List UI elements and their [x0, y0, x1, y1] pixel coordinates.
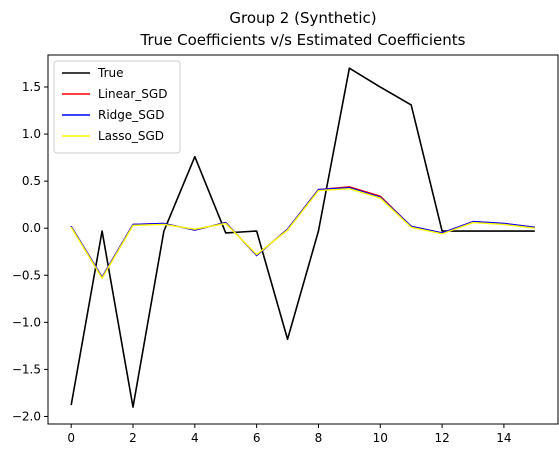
x-tick-label: 6 — [253, 431, 261, 445]
x-tick-label: 14 — [496, 431, 511, 445]
y-tick-label: 1.0 — [22, 127, 41, 141]
y-tick-label: −2.0 — [12, 409, 41, 423]
series-line-ridge-sgd — [70, 187, 535, 278]
y-axis: −2.0 −1.5 −1.0 −0.5 0.0 0.5 1.0 1.5 — [12, 80, 48, 423]
series-layer — [70, 67, 535, 408]
series-line-linear-sgd — [70, 186, 535, 278]
x-tick-label: 0 — [67, 431, 75, 445]
legend-label: Linear_SGD — [98, 87, 167, 101]
legend-box — [53, 60, 181, 154]
y-tick-label: −1.5 — [12, 362, 41, 376]
x-tick-label: 12 — [434, 431, 449, 445]
legend-label: Ridge_SGD — [98, 108, 164, 122]
chart-title-line-2: True Coefficients v/s Estimated Coeffici… — [140, 31, 466, 49]
x-tick-label: 10 — [373, 431, 388, 445]
x-tick-label: 8 — [315, 431, 323, 445]
y-tick-label: 1.5 — [22, 80, 41, 94]
x-axis: 0 2 4 6 8 10 12 14 — [67, 424, 512, 445]
legend-label: True — [97, 66, 124, 80]
y-tick-label: −1.0 — [12, 315, 41, 329]
x-tick-label: 4 — [191, 431, 199, 445]
series-line-true — [70, 67, 535, 408]
y-tick-label: −0.5 — [12, 268, 41, 282]
chart-title-line-1: Group 2 (Synthetic) — [229, 9, 376, 27]
y-tick-label: 0.5 — [22, 174, 41, 188]
plot-area — [47, 54, 559, 425]
series-line-lasso-sgd — [70, 187, 535, 279]
x-tick-label: 2 — [129, 431, 137, 445]
y-tick-label: 0.0 — [22, 221, 41, 235]
legend-label: Lasso_SGD — [98, 129, 164, 143]
legend: True Linear_SGD Ridge_SGD Lasso_SGD — [53, 60, 181, 154]
